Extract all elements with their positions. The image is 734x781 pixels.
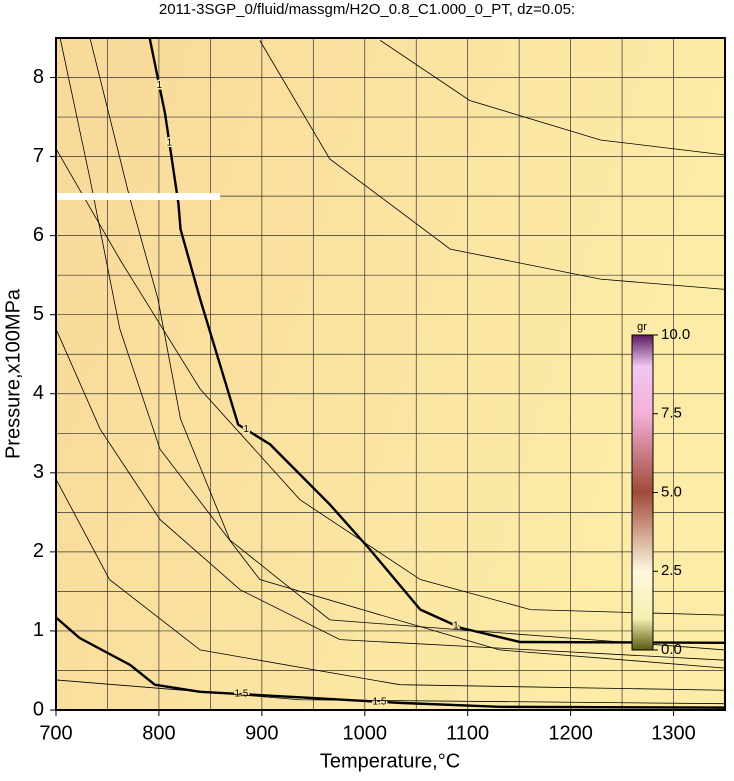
plot-frame xyxy=(55,37,726,711)
colorbar-tick-label: 0.0 xyxy=(661,641,682,658)
contour-label: 1.5 xyxy=(234,689,248,700)
contour xyxy=(259,40,726,290)
contour xyxy=(55,478,726,691)
contour-label: 1 xyxy=(157,80,163,91)
contour-bold xyxy=(148,37,726,644)
plot-background xyxy=(56,38,725,710)
y-tick-label: 7 xyxy=(33,145,44,167)
contour-label: 1 xyxy=(453,620,459,631)
contour xyxy=(55,328,726,661)
x-tick-label: 800 xyxy=(142,722,175,744)
x-axis-label: Temperature,°C xyxy=(320,750,460,772)
colorbar-label: gr xyxy=(637,321,647,333)
y-axis-label: Pressure,x100MPa xyxy=(2,288,24,459)
x-tick-label: 900 xyxy=(245,722,278,744)
colorbar xyxy=(631,334,654,651)
contour xyxy=(55,148,726,616)
x-tick-label: 1000 xyxy=(343,722,388,744)
chart-title: 2011-3SGP_0/fluid/massgm/H2O_0.8_C1.000_… xyxy=(159,1,575,18)
x-tick-label: 1300 xyxy=(651,722,696,744)
contour xyxy=(55,679,726,705)
y-tick-label: 8 xyxy=(33,66,44,88)
y-tick-label: 6 xyxy=(33,224,44,246)
contour-label: 1 xyxy=(167,137,173,148)
y-tick-label: 2 xyxy=(33,540,44,562)
y-tick-label: 3 xyxy=(33,461,44,483)
contour-label: 1 xyxy=(243,424,249,435)
colorbar-tick-label: 5.0 xyxy=(661,483,682,500)
blank-strip xyxy=(56,193,220,200)
y-tick-label: 5 xyxy=(33,303,44,325)
x-tick-label: 1200 xyxy=(548,722,593,744)
colorbar-tick-label: 7.5 xyxy=(661,405,682,422)
y-tick-label: 1 xyxy=(33,619,44,641)
contour xyxy=(59,37,726,669)
y-tick-label: 4 xyxy=(33,382,44,404)
contour-label: 1.5 xyxy=(373,696,387,707)
colorbar-tick-label: 2.5 xyxy=(661,562,682,579)
y-tick-label: 0 xyxy=(33,698,44,720)
contour xyxy=(379,40,726,156)
x-tick-label: 1100 xyxy=(446,722,489,744)
colorbar-tick-label: 10.0 xyxy=(661,326,690,343)
x-tick-label: 700 xyxy=(39,722,72,744)
